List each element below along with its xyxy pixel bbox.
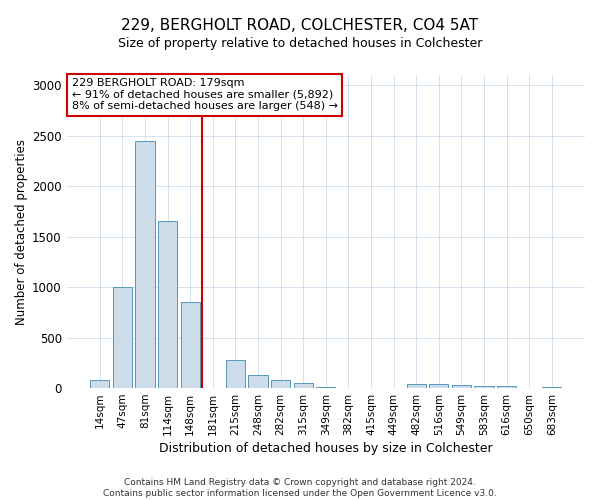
Bar — [316, 387, 335, 388]
Bar — [158, 222, 177, 388]
Bar — [429, 384, 448, 388]
Bar — [475, 386, 494, 388]
Bar — [452, 385, 471, 388]
Text: 229 BERGHOLT ROAD: 179sqm
← 91% of detached houses are smaller (5,892)
8% of sem: 229 BERGHOLT ROAD: 179sqm ← 91% of detac… — [72, 78, 338, 112]
Text: 229, BERGHOLT ROAD, COLCHESTER, CO4 5AT: 229, BERGHOLT ROAD, COLCHESTER, CO4 5AT — [121, 18, 479, 32]
Bar — [136, 140, 155, 388]
Text: Size of property relative to detached houses in Colchester: Size of property relative to detached ho… — [118, 38, 482, 51]
Text: Contains HM Land Registry data © Crown copyright and database right 2024.
Contai: Contains HM Land Registry data © Crown c… — [103, 478, 497, 498]
Bar — [497, 386, 516, 388]
Bar — [407, 384, 426, 388]
Bar — [226, 360, 245, 388]
Bar — [248, 375, 268, 388]
Y-axis label: Number of detached properties: Number of detached properties — [15, 138, 28, 324]
Bar — [271, 380, 290, 388]
Bar — [181, 302, 200, 388]
X-axis label: Distribution of detached houses by size in Colchester: Distribution of detached houses by size … — [159, 442, 493, 455]
Bar — [113, 287, 132, 388]
Bar — [90, 380, 109, 388]
Bar — [293, 383, 313, 388]
